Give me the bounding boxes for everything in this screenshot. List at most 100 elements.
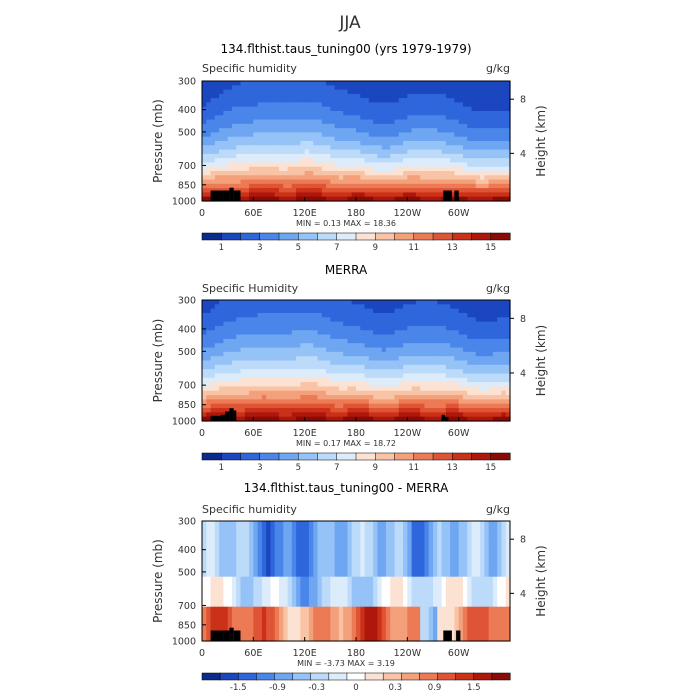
field-cell [433,360,438,366]
field-cell [279,171,284,176]
field-cell [338,158,344,164]
field-cell [249,102,254,108]
field-cell [480,351,485,357]
field-cell [428,347,434,353]
colorbar-swatch [452,452,473,461]
field-cell [415,81,421,86]
field-cell [471,538,477,544]
field-cell [274,412,280,418]
field-cell [291,334,297,340]
field-cell [360,356,366,362]
field-cell [475,382,481,388]
field-cell [394,106,400,112]
field-cell [462,98,468,104]
field-cell [497,93,503,99]
field-cell [398,559,404,565]
field-cell [445,347,451,353]
field-cell [398,300,404,305]
field-cell [223,312,229,318]
field-cell [214,369,220,375]
field-cell [244,521,250,526]
field-cell [279,111,284,116]
field-cell [484,145,490,151]
field-cell [283,408,289,413]
field-cell [253,145,259,151]
field-cell [488,196,494,202]
field-cell [236,119,242,125]
field-cell [420,300,426,305]
field-cell [214,559,220,565]
field-cell [407,179,413,185]
field-cell [458,321,464,327]
field-cell [445,123,451,129]
field-cell [450,360,455,366]
field-cell [291,538,297,544]
field-cell [480,196,485,202]
field-cell [373,360,378,366]
field-cell [415,563,421,569]
field-cell [270,192,276,198]
field-cell [437,356,443,362]
field-cell [450,300,455,305]
field-cell [231,563,237,569]
field-cell [270,132,276,138]
field-cell [266,179,272,185]
field-cell [398,386,404,392]
field-cell [257,321,263,327]
field-cell [364,132,370,138]
field-cell [326,141,331,146]
field-cell [411,166,417,172]
field-cell [480,85,485,91]
field-cell [411,364,417,370]
field-cell [411,399,417,405]
field-cell [253,347,259,353]
field-cell [356,171,361,176]
field-cell [227,351,233,357]
field-cell [462,334,468,340]
field-cell [210,183,216,189]
field-cell [266,330,272,336]
field-cell [240,141,246,146]
field-cell [458,183,464,189]
field-cell [424,360,430,366]
field-cell [249,529,254,535]
field-cell [219,399,224,405]
field-cell [210,373,216,379]
field-cell [428,369,434,375]
field-cell [240,312,246,318]
colorbar: 1 3 5 7 9 11 13 15 [201,452,511,473]
field-cell [415,525,421,531]
field-cell [467,533,473,539]
field-cell [360,403,366,409]
field-cell [279,364,284,370]
field-cell [445,111,451,116]
y-tick-label: 300 [178,77,196,88]
field-cell [347,373,353,379]
field-cell [484,179,490,185]
field-cell [330,132,336,138]
field-cell [343,149,349,155]
field-cell [287,106,293,112]
field-cell [437,559,443,565]
field-cell [347,153,353,159]
field-cell [227,330,233,336]
field-cell [394,128,400,134]
field-cell [338,162,344,168]
field-cell [326,93,331,99]
units-label: g/kg [486,282,510,295]
field-cell [458,149,464,155]
field-cell [206,334,212,340]
field-cell [279,89,284,95]
field-cell [437,158,443,164]
field-cell [296,542,301,548]
field-cell [373,533,378,539]
field-cell [227,559,233,565]
field-cell [219,171,224,176]
field-cell [326,390,331,396]
field-cell [210,555,216,561]
field-cell [360,145,366,151]
field-cell [462,408,468,413]
field-cell [420,529,426,535]
field-cell [415,188,421,194]
y-tick-label: 700 [178,381,196,392]
